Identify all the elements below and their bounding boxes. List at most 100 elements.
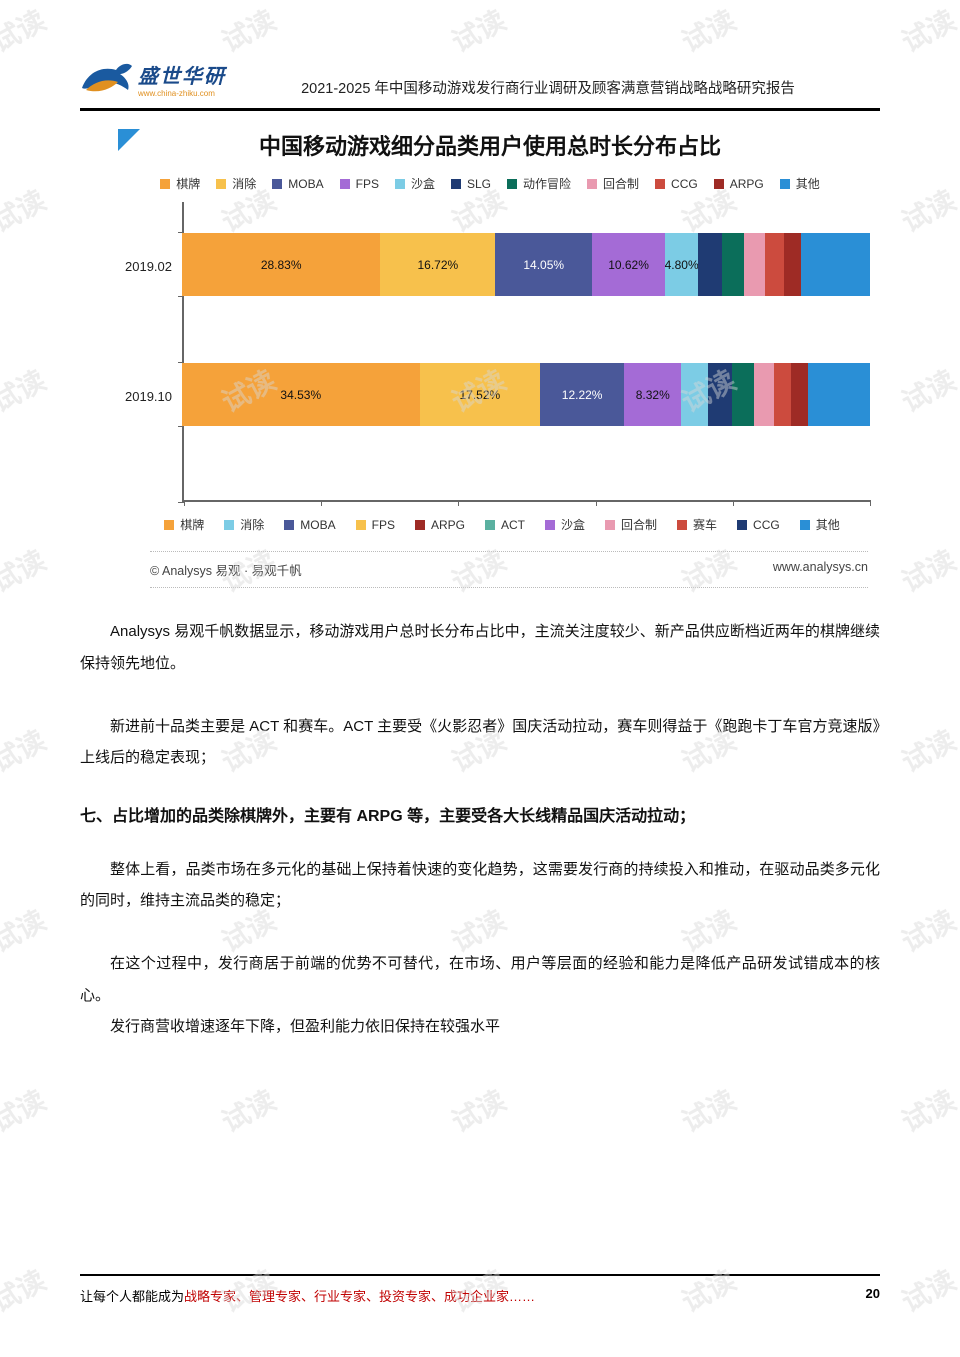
footer-highlight: 战略专家、管理专家、行业专家、投资专家、成功企业家…… bbox=[184, 1289, 535, 1304]
bar-segment bbox=[765, 233, 784, 296]
page-footer: 让每个人都能成为战略专家、管理专家、行业专家、投资专家、成功企业家…… 20 bbox=[80, 1274, 880, 1305]
legend-swatch bbox=[800, 520, 810, 530]
watermark-text: 试读 bbox=[0, 899, 52, 961]
legend-label: SLG bbox=[467, 177, 491, 191]
chart-legend-top: 棋牌消除MOBAFPS沙盒SLG动作冒险回合制CCGARPG其他 bbox=[110, 175, 870, 192]
chart-plot: 2019.02 28.83%16.72%14.05%10.62%4.80% 2019… bbox=[110, 202, 870, 502]
legend-swatch bbox=[605, 520, 615, 530]
bar-segment bbox=[744, 233, 765, 296]
watermark-text: 试读 bbox=[444, 0, 512, 61]
logo-text: 盛世华研 www.china-zhiku.com bbox=[138, 60, 226, 98]
legend-label: MOBA bbox=[300, 518, 335, 532]
logo-en: www.china-zhiku.com bbox=[138, 89, 226, 98]
bar-segment bbox=[774, 363, 792, 426]
watermark-text: 试读 bbox=[894, 539, 960, 601]
paragraph: 新进前十品类主要是 ACT 和赛车。ACT 主要受《火影忍者》国庆活动拉动，赛车… bbox=[80, 711, 880, 774]
legend-label: 沙盒 bbox=[411, 175, 435, 192]
bar-segment bbox=[808, 363, 870, 426]
legend-label: ACT bbox=[501, 518, 525, 532]
legend-swatch bbox=[216, 179, 226, 189]
legend-item: SLG bbox=[451, 175, 491, 192]
chart-block: 中国移动游戏细分品类用户使用总时长分布占比 棋牌消除MOBAFPS沙盒SLG动作… bbox=[110, 129, 870, 588]
page-number: 20 bbox=[866, 1286, 880, 1305]
attribution-left: © Analysys 易观 · 易观千帆 bbox=[150, 560, 302, 579]
bar-row: 34.53%17.52%12.22%8.32% bbox=[182, 362, 870, 426]
bar-segment bbox=[801, 233, 870, 296]
legend-label: 回合制 bbox=[621, 516, 657, 533]
bar-segment bbox=[791, 363, 808, 426]
legend-item: MOBA bbox=[284, 516, 335, 533]
bar-segment: 16.72% bbox=[380, 233, 495, 296]
footer-prefix: 让每个人都能成为 bbox=[80, 1289, 184, 1304]
paragraph: 发行商营收增速逐年下降，但盈利能力依旧保持在较强水平 bbox=[80, 1011, 880, 1043]
watermark-text: 试读 bbox=[894, 719, 960, 781]
legend-label: 动作冒险 bbox=[523, 175, 571, 192]
watermark-text: 试读 bbox=[214, 1079, 282, 1141]
bar-row-label: 2019.10 bbox=[110, 389, 172, 404]
legend-swatch bbox=[485, 520, 495, 530]
legend-item: 赛车 bbox=[677, 516, 717, 533]
legend-label: FPS bbox=[356, 177, 379, 191]
legend-label: CCG bbox=[753, 518, 780, 532]
logo: 盛世华研 www.china-zhiku.com bbox=[80, 60, 226, 98]
watermark-text: 试读 bbox=[894, 1259, 960, 1321]
bar-segment bbox=[722, 233, 744, 296]
legend-swatch bbox=[587, 179, 597, 189]
legend-item: FPS bbox=[356, 516, 395, 533]
legend-label: 其他 bbox=[816, 516, 840, 533]
legend-item: CCG bbox=[737, 516, 780, 533]
bar-segment bbox=[681, 363, 707, 426]
legend-label: 沙盒 bbox=[561, 516, 585, 533]
legend-swatch bbox=[395, 179, 405, 189]
chart-attribution: © Analysys 易观 · 易观千帆 www.analysys.cn bbox=[150, 551, 868, 588]
watermark-text: 试读 bbox=[894, 179, 960, 241]
watermark-text: 试读 bbox=[674, 0, 742, 61]
legend-swatch bbox=[451, 179, 461, 189]
bar-segment bbox=[698, 233, 722, 296]
legend-item: 棋牌 bbox=[164, 516, 204, 533]
legend-item: 回合制 bbox=[605, 516, 657, 533]
legend-swatch bbox=[655, 179, 665, 189]
bar-segment: 14.05% bbox=[495, 233, 592, 296]
watermark-text: 试读 bbox=[0, 0, 52, 61]
legend-item: 消除 bbox=[224, 516, 264, 533]
bar-segment bbox=[708, 363, 732, 426]
legend-item: 消除 bbox=[216, 175, 256, 192]
legend-swatch bbox=[780, 179, 790, 189]
legend-item: FPS bbox=[340, 175, 379, 192]
footer-text: 让每个人都能成为战略专家、管理专家、行业专家、投资专家、成功企业家…… bbox=[80, 1286, 535, 1305]
bar-segment: 12.22% bbox=[540, 363, 624, 426]
bar-row-label: 2019.02 bbox=[110, 259, 172, 274]
bar-segment: 17.52% bbox=[420, 363, 541, 426]
legend-label: 棋牌 bbox=[176, 175, 200, 192]
section-heading: 七、占比增加的品类除棋牌外，主要有 ARPG 等，主要受各大长线精品国庆活动拉动… bbox=[80, 802, 880, 832]
bar-segment: 8.32% bbox=[624, 363, 681, 426]
legend-item: ARPG bbox=[415, 516, 465, 533]
watermark-text: 试读 bbox=[0, 719, 52, 781]
legend-label: CCG bbox=[671, 177, 698, 191]
paragraph: Analysys 易观千帆数据显示，移动游戏用户总时长分布占比中，主流关注度较少… bbox=[80, 616, 880, 679]
legend-swatch bbox=[714, 179, 724, 189]
legend-item: ACT bbox=[485, 516, 525, 533]
legend-item: 沙盒 bbox=[395, 175, 435, 192]
legend-label: 消除 bbox=[232, 175, 256, 192]
legend-item: 其他 bbox=[800, 516, 840, 533]
watermark-text: 试读 bbox=[0, 1079, 52, 1141]
logo-mark-icon bbox=[80, 60, 134, 98]
header-title: 2021-2025 年中国移动游戏发行商行业调研及顾客满意营销战略战略研究报告 bbox=[256, 77, 880, 98]
legend-label: FPS bbox=[372, 518, 395, 532]
legend-swatch bbox=[737, 520, 747, 530]
legend-label: 回合制 bbox=[603, 175, 639, 192]
logo-cn: 盛世华研 bbox=[138, 60, 226, 89]
watermark-text: 试读 bbox=[0, 179, 52, 241]
bar-row: 28.83%16.72%14.05%10.62%4.80% bbox=[182, 232, 870, 296]
chart-legend-bottom: 棋牌 消除 MOBA FPS ARPG ACT 沙盒 回合制 赛车 CCG 其他 bbox=[110, 516, 870, 533]
legend-swatch bbox=[356, 520, 366, 530]
bar-segment bbox=[784, 233, 801, 296]
body-text: Analysys 易观千帆数据显示，移动游戏用户总时长分布占比中，主流关注度较少… bbox=[80, 616, 880, 1043]
legend-swatch bbox=[224, 520, 234, 530]
watermark-text: 试读 bbox=[214, 0, 282, 61]
bar-segment: 34.53% bbox=[182, 363, 420, 426]
bar-segment: 28.83% bbox=[182, 233, 380, 296]
watermark-text: 试读 bbox=[894, 0, 960, 61]
